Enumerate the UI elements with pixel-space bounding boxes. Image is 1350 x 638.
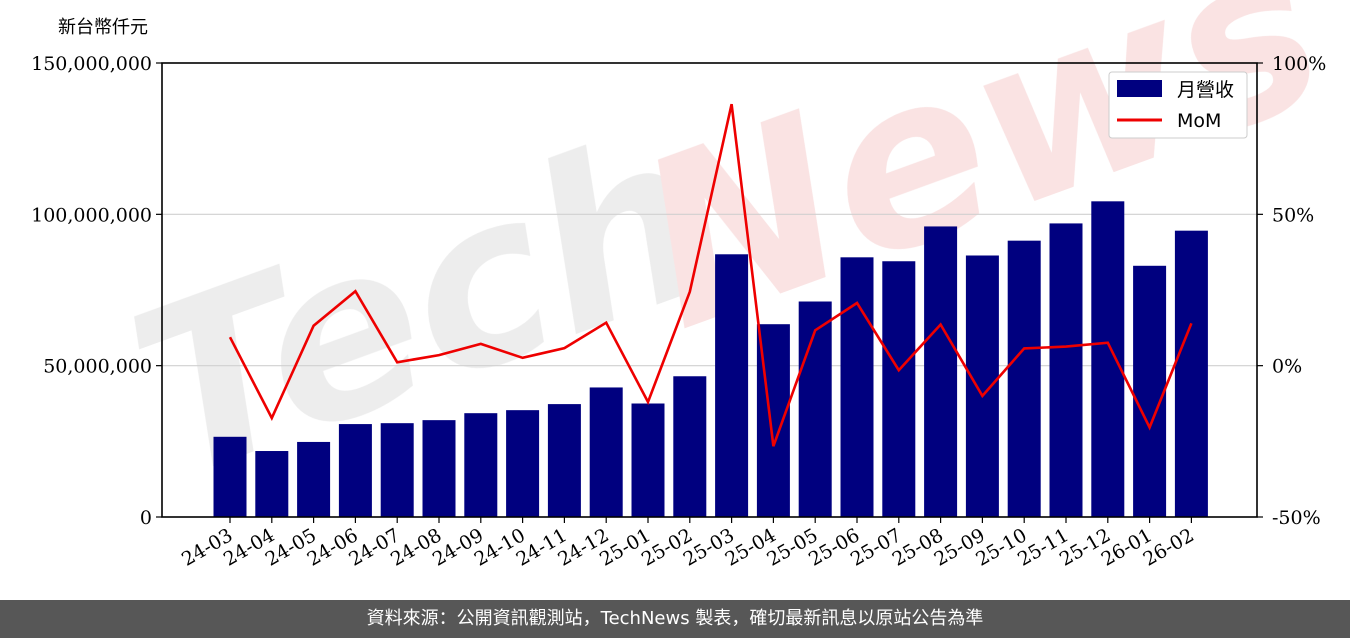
legend-label-revenue: 月營收	[1177, 79, 1234, 101]
bar-24-12	[589, 387, 623, 517]
bar-24-05	[297, 441, 331, 517]
bar-24-03	[213, 436, 247, 517]
bar-24-07	[380, 423, 414, 517]
y-left-unit-label: 新台幣仟元	[58, 17, 148, 38]
y-left-tick-label: 50,000,000	[43, 356, 152, 378]
bar-25-05	[798, 301, 832, 517]
bar-25-11	[1049, 223, 1083, 517]
bar-24-06	[338, 424, 372, 517]
legend-label-mom: MoM	[1177, 110, 1221, 132]
y-left-tick-label: 150,000,000	[31, 53, 152, 75]
y-right-tick-label: 50%	[1272, 204, 1314, 226]
bar-25-06	[840, 257, 874, 517]
mom-line	[228, 103, 1193, 447]
bar-25-08	[924, 226, 958, 517]
bar-24-09	[464, 413, 498, 517]
bar-25-09	[965, 255, 999, 517]
bar-24-08	[422, 420, 456, 517]
y-right-tick-label: 100%	[1272, 53, 1326, 75]
bar-series	[213, 201, 1208, 517]
y-right-tick-label: -50%	[1272, 507, 1321, 529]
chart: Tech News 新台幣仟元 050,000,000100,000,00015…	[31, 0, 1350, 571]
axes	[161, 62, 1258, 518]
bar-26-02	[1174, 230, 1208, 517]
bar-24-11	[547, 404, 581, 517]
bar-25-02	[673, 376, 707, 517]
y-left-tick-label: 100,000,000	[31, 204, 152, 226]
y-left-tick-label: 0	[140, 507, 152, 529]
legend-swatch-revenue	[1117, 80, 1162, 97]
bar-25-10	[1007, 240, 1041, 517]
legend: 月營收 MoM	[1108, 71, 1248, 139]
bar-25-07	[882, 261, 916, 517]
plot-frame	[161, 62, 1258, 518]
bar-25-12	[1091, 201, 1125, 517]
source-footer: 資料來源：公開資訊觀測站，TechNews 製表，確切最新訊息以原站公告為準	[0, 600, 1350, 638]
bar-26-01	[1133, 265, 1167, 517]
bar-25-01	[631, 403, 665, 517]
bar-24-04	[255, 451, 289, 517]
mom-series	[228, 103, 1193, 447]
bar-25-03	[715, 254, 749, 517]
y-right-tick-label: 0%	[1272, 356, 1302, 378]
bar-24-10	[506, 410, 540, 517]
